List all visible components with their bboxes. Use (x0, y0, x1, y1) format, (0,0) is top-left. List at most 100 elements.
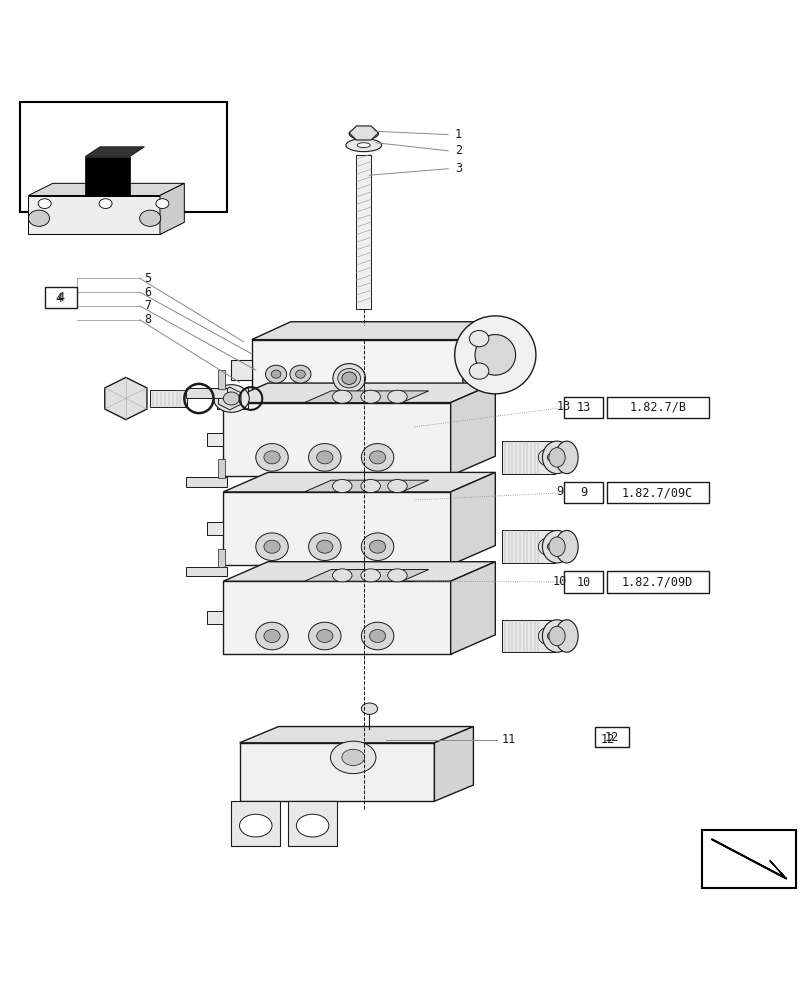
Polygon shape (223, 581, 450, 654)
Ellipse shape (223, 392, 239, 405)
Polygon shape (450, 562, 495, 654)
Polygon shape (251, 340, 462, 401)
Ellipse shape (296, 814, 328, 837)
Ellipse shape (255, 622, 288, 650)
Bar (564, 571, 603, 593)
Ellipse shape (361, 533, 393, 560)
Polygon shape (218, 459, 225, 478)
Ellipse shape (360, 480, 380, 493)
Polygon shape (288, 801, 337, 846)
Polygon shape (349, 126, 378, 140)
Polygon shape (223, 562, 495, 581)
Ellipse shape (548, 626, 564, 646)
Polygon shape (501, 530, 554, 563)
Ellipse shape (548, 537, 564, 556)
Polygon shape (231, 360, 251, 380)
Ellipse shape (330, 741, 375, 774)
Text: 4: 4 (58, 291, 64, 304)
Ellipse shape (361, 703, 377, 714)
Ellipse shape (255, 533, 288, 560)
Polygon shape (218, 370, 225, 389)
Polygon shape (356, 155, 371, 309)
Ellipse shape (264, 451, 280, 464)
Text: 1.82.7/B: 1.82.7/B (629, 401, 685, 414)
Polygon shape (223, 492, 450, 565)
Ellipse shape (454, 316, 535, 394)
Polygon shape (711, 839, 785, 878)
Polygon shape (239, 743, 434, 801)
Text: 12: 12 (600, 733, 615, 746)
Text: 8: 8 (144, 313, 152, 326)
Polygon shape (207, 611, 223, 624)
Ellipse shape (264, 540, 280, 553)
Polygon shape (304, 480, 428, 492)
Polygon shape (501, 441, 554, 474)
Text: 11: 11 (501, 733, 516, 746)
Ellipse shape (361, 444, 393, 471)
Bar (607, 482, 708, 503)
Ellipse shape (349, 128, 378, 139)
Bar (607, 571, 708, 593)
Ellipse shape (357, 143, 370, 148)
Polygon shape (160, 183, 184, 234)
Text: 1: 1 (454, 128, 461, 141)
Polygon shape (207, 522, 223, 535)
Text: 13: 13 (576, 401, 590, 414)
Ellipse shape (316, 540, 333, 553)
Polygon shape (217, 388, 247, 409)
Bar (607, 397, 708, 418)
Polygon shape (434, 727, 473, 801)
Polygon shape (105, 377, 147, 420)
Text: 6: 6 (144, 286, 152, 299)
Ellipse shape (369, 630, 385, 643)
Polygon shape (85, 147, 144, 157)
Ellipse shape (265, 365, 286, 383)
Bar (702, 830, 795, 888)
Ellipse shape (555, 530, 577, 563)
Ellipse shape (295, 370, 305, 378)
Ellipse shape (369, 451, 385, 464)
Text: 12: 12 (604, 731, 619, 744)
Polygon shape (28, 183, 184, 196)
Polygon shape (223, 383, 495, 403)
Ellipse shape (547, 632, 556, 640)
Polygon shape (231, 801, 280, 846)
Ellipse shape (469, 363, 488, 379)
Ellipse shape (542, 540, 557, 553)
Ellipse shape (548, 448, 564, 467)
Ellipse shape (28, 210, 49, 226)
Polygon shape (501, 620, 554, 652)
Text: 3: 3 (454, 162, 461, 175)
Polygon shape (186, 388, 226, 398)
Ellipse shape (542, 530, 571, 563)
Ellipse shape (555, 620, 577, 652)
Ellipse shape (542, 441, 571, 474)
Ellipse shape (255, 444, 288, 471)
Polygon shape (223, 472, 495, 492)
Polygon shape (218, 387, 241, 410)
Ellipse shape (341, 749, 364, 766)
Bar (20, 102, 227, 212)
Ellipse shape (369, 540, 385, 553)
Ellipse shape (469, 330, 488, 347)
Ellipse shape (316, 451, 333, 464)
Ellipse shape (213, 385, 249, 412)
Ellipse shape (388, 480, 406, 493)
Ellipse shape (388, 390, 406, 403)
Ellipse shape (360, 390, 380, 403)
Text: 1.82.7/09C: 1.82.7/09C (621, 486, 693, 499)
Ellipse shape (316, 630, 333, 643)
Text: 10: 10 (576, 576, 590, 589)
Ellipse shape (538, 449, 559, 466)
Ellipse shape (542, 451, 557, 464)
Polygon shape (28, 196, 160, 234)
Polygon shape (186, 567, 226, 576)
Text: 9: 9 (580, 486, 586, 499)
Ellipse shape (333, 390, 351, 403)
Polygon shape (207, 433, 223, 446)
Text: 5: 5 (144, 272, 152, 285)
Polygon shape (462, 322, 501, 401)
Ellipse shape (271, 370, 281, 378)
Ellipse shape (555, 441, 577, 474)
Ellipse shape (139, 210, 161, 226)
